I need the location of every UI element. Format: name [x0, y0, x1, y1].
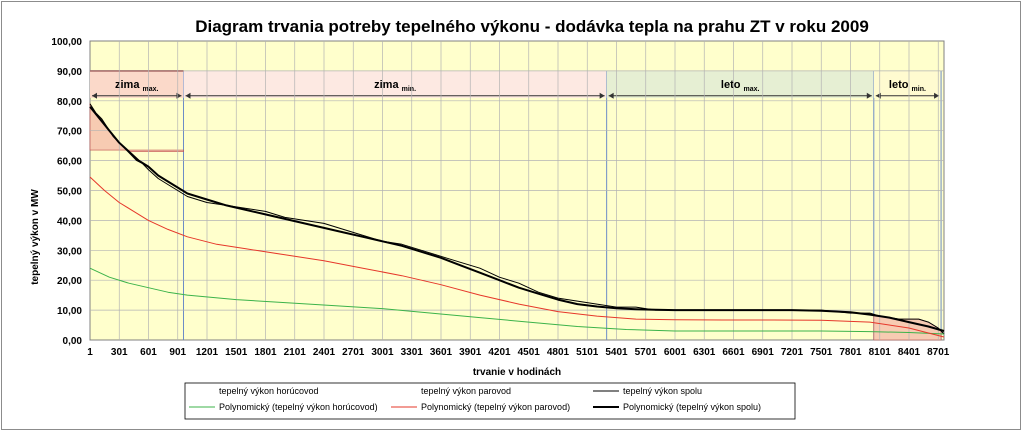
- x-tick-label: 6301: [693, 347, 716, 358]
- x-tick-label: 2701: [342, 347, 365, 358]
- x-tick-label: 2401: [313, 347, 336, 358]
- legend-label-0: tepelný výkon horúcovod: [219, 386, 319, 396]
- y-tick-label: 30,00: [57, 246, 82, 257]
- series-line-3: [89, 267, 945, 335]
- y-tick-label: 70,00: [57, 127, 82, 138]
- x-tick-label: 5701: [635, 347, 658, 358]
- y-tick-label: 80,00: [57, 97, 82, 108]
- legend: tepelný výkon horúcovod tepelný výkon par…: [184, 382, 796, 420]
- x-tick-labels: 1 301 601 901 1201 1501 1801 2101 2401 2701 3001 33…: [87, 347, 950, 358]
- series-line-5: [89, 106, 945, 332]
- x-tick-label: 1201: [196, 347, 219, 358]
- x-tick-label: 301: [111, 347, 128, 358]
- x-tick-label: 8101: [869, 347, 892, 358]
- x-tick-label: 3001: [371, 347, 394, 358]
- period-bands: zima max. zima min. leto max. leto min.: [90, 70, 942, 340]
- x-tick-label: 5401: [605, 347, 628, 358]
- x-tick-label: 4501: [518, 347, 541, 358]
- x-tick-label: 7801: [839, 347, 862, 358]
- x-tick-label: 3301: [401, 347, 424, 358]
- y-tick-label: 50,00: [57, 187, 82, 198]
- chart-title: Diagram trvania potreby tepelného výkonu…: [195, 17, 869, 36]
- y-tick-label: 100,00: [51, 37, 82, 48]
- x-tick-label: 1501: [225, 347, 248, 358]
- x-tick-label: 2101: [284, 347, 307, 358]
- x-tick-label: 5101: [576, 347, 599, 358]
- x-tick-label: 7501: [810, 347, 833, 358]
- x-tick-label: 1801: [254, 347, 277, 358]
- x-tick-label: 4801: [547, 347, 570, 358]
- y-axis-label: tepelný výkon v MW: [30, 189, 41, 285]
- x-tick-label: 6601: [722, 347, 745, 358]
- x-tick-label: 3901: [459, 347, 482, 358]
- x-tick-label: 601: [140, 347, 157, 358]
- band-3: [873, 70, 942, 98]
- y-tick-label: 60,00: [57, 157, 82, 168]
- y-tick-labels: 0,00 10,00 20,00 30,00 40,00 50,00 60,00 70,00 8…: [51, 37, 82, 347]
- legend-label-5: Polynomický (tepelný výkon spolu): [623, 402, 761, 412]
- y-tick-label: 20,00: [57, 276, 82, 287]
- x-tick-label: 8701: [927, 347, 950, 358]
- legend-label-4: Polynomický (tepelný výkon parovod): [421, 402, 570, 412]
- x-tick-label: 6001: [664, 347, 687, 358]
- grid-lines: [90, 41, 944, 340]
- x-tick-label: 1: [87, 347, 93, 358]
- x-tick-label: 7201: [781, 347, 804, 358]
- x-axis-label: trvanie v hodinách: [473, 367, 561, 378]
- band-2: [606, 70, 874, 98]
- x-tick-label: 901: [169, 347, 186, 358]
- band-0: [90, 70, 184, 98]
- legend-label-2: tepelný výkon spolu: [623, 386, 702, 396]
- series-line-4: [89, 176, 945, 338]
- x-tick-label: 3601: [430, 347, 453, 358]
- band-1: [183, 70, 607, 98]
- y-tick-label: 0,00: [63, 336, 83, 347]
- x-tick-label: 6901: [752, 347, 775, 358]
- y-tick-label: 90,00: [57, 67, 82, 78]
- legend-label-1: tepelný výkon parovod: [421, 386, 511, 396]
- legend-box: [184, 382, 796, 420]
- series-lines: [89, 103, 945, 338]
- x-tick-label: 8401: [898, 347, 921, 358]
- legend-label-3: Polynomický (tepelný výkon horúcovod): [219, 402, 378, 412]
- y-tick-label: 10,00: [57, 306, 82, 317]
- x-tick-label: 4201: [488, 347, 511, 358]
- y-tick-label: 40,00: [57, 216, 82, 227]
